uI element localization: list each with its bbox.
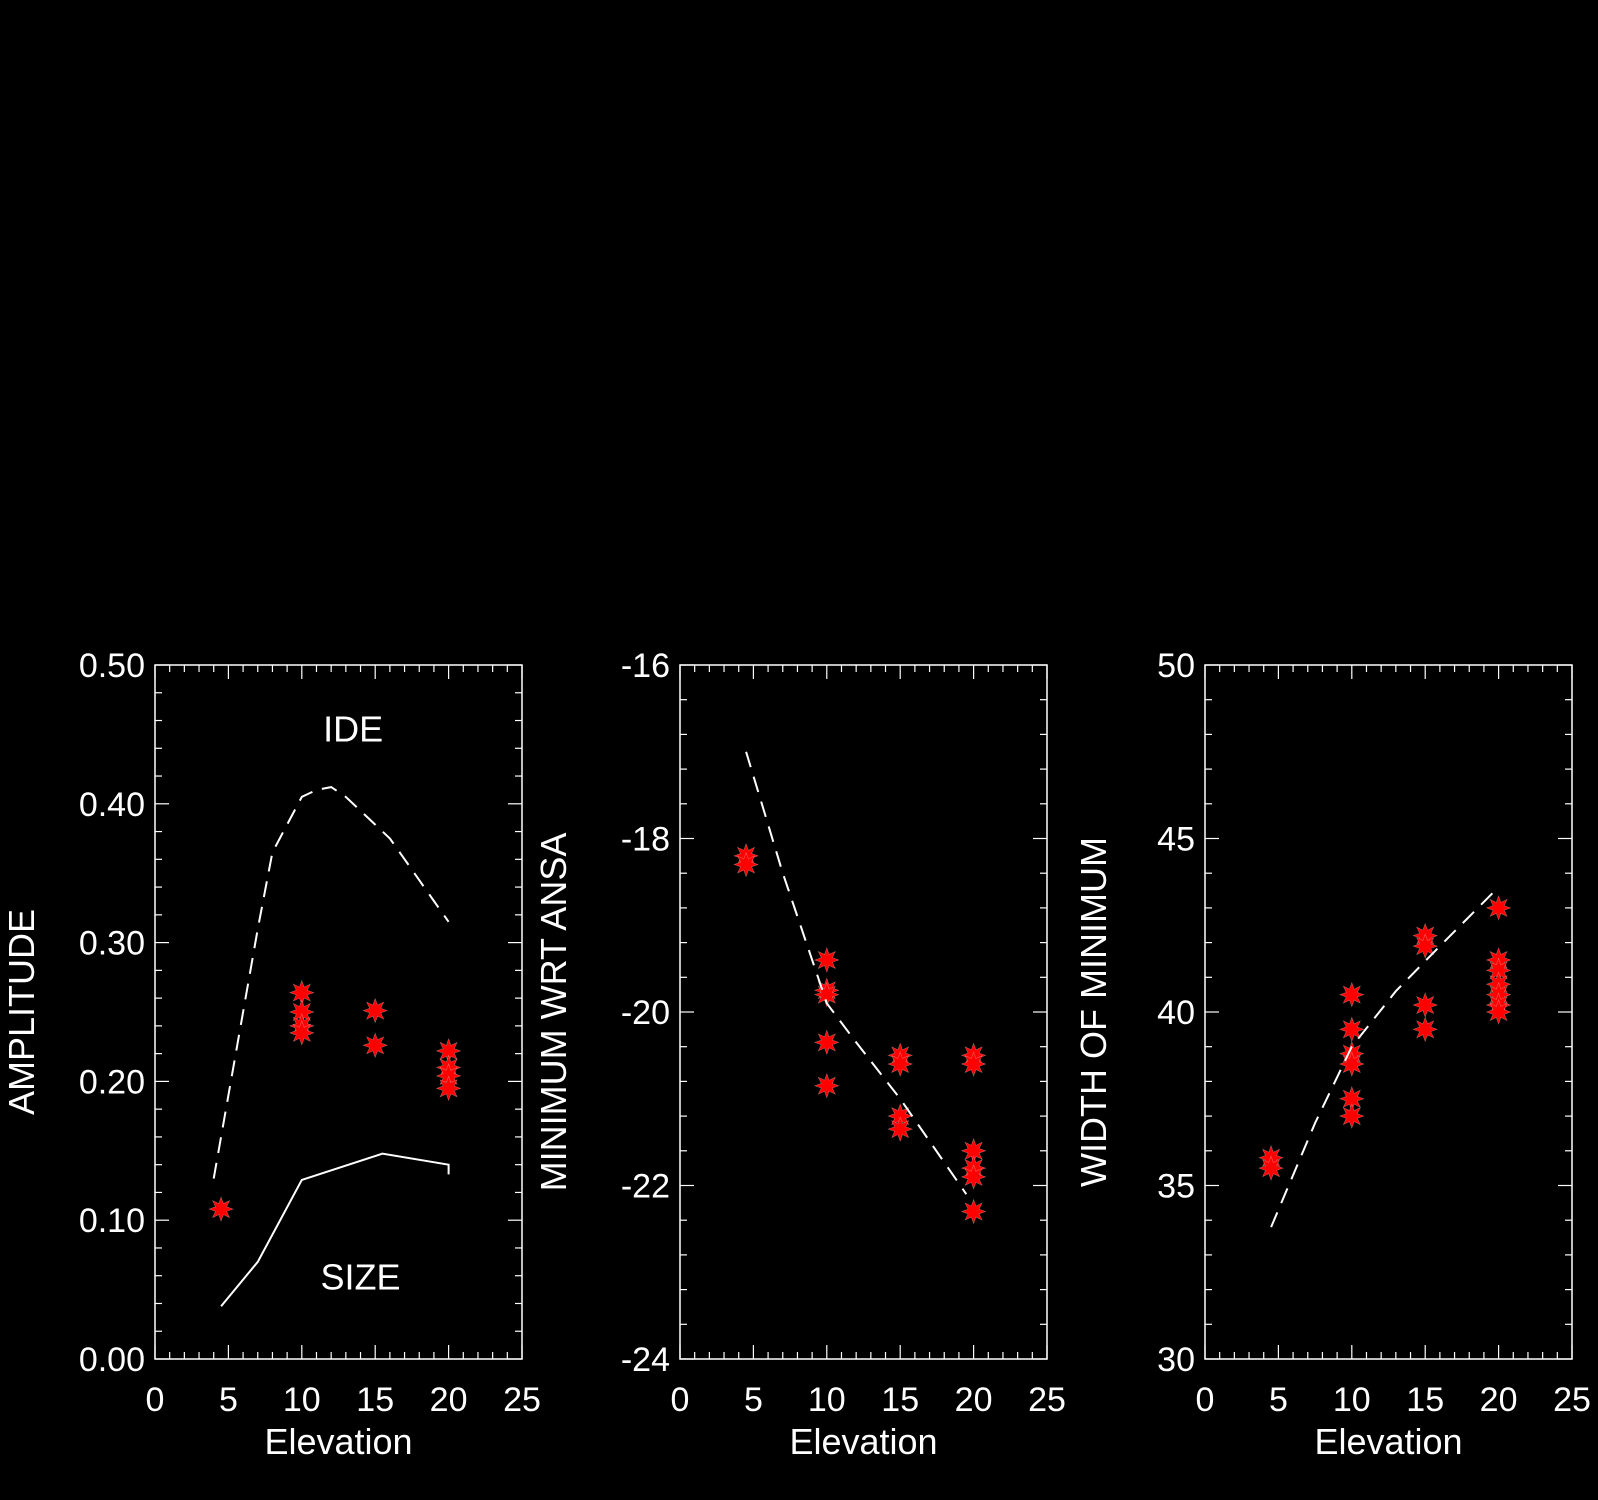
data-point	[733, 851, 759, 878]
data-point	[813, 947, 840, 973]
y-tick-label: 45	[1157, 821, 1195, 859]
y-tick-label: 0.50	[79, 647, 145, 685]
data-point	[1338, 1051, 1365, 1077]
y-tick-label: -18	[621, 821, 670, 859]
x-tick-label: 5	[1269, 1381, 1288, 1419]
x-tick-label: 20	[430, 1381, 468, 1419]
data-point	[960, 1198, 987, 1225]
data-point	[1338, 1103, 1365, 1129]
data-point	[960, 1163, 987, 1190]
y-tick-label: -16	[621, 647, 670, 685]
y-axis-label: MINIMUM WRT ANSA	[533, 833, 574, 1192]
data-point	[813, 1029, 840, 1056]
y-axis-label: AMPLITUDE	[1, 909, 42, 1115]
data-point	[208, 1196, 234, 1222]
x-tick-label: 0	[671, 1381, 690, 1419]
x-tick-label: 5	[219, 1381, 238, 1419]
y-tick-label: 50	[1157, 647, 1195, 685]
data-point	[362, 997, 389, 1024]
dashed-line	[745, 751, 968, 1195]
x-tick-label: 10	[283, 1381, 321, 1419]
y-tick-label: 0.10	[79, 1202, 145, 1240]
x-axis-label: Elevation	[264, 1421, 412, 1462]
annotation-label: SIZE	[321, 1257, 401, 1298]
y-tick-label: -24	[621, 1341, 670, 1379]
data-point	[1412, 1016, 1439, 1043]
data-point	[362, 1032, 389, 1059]
chart-panel-3: 0 5 10 15 20 25 30 35 40 45 50 Elevation WIDTH OF MI…	[1073, 647, 1591, 1462]
x-tick-label: 25	[1553, 1381, 1591, 1419]
dashed-line	[212, 786, 450, 1179]
x-axis-label: Elevation	[1314, 1421, 1462, 1462]
y-tick-label: 0.30	[79, 925, 145, 963]
data-point	[887, 1116, 914, 1143]
data-point	[887, 1051, 914, 1077]
data-point	[1485, 895, 1512, 921]
data-point	[1412, 933, 1439, 959]
y-tick-label: -20	[621, 994, 670, 1032]
y-axis-label: WIDTH OF MINIMUM	[1073, 837, 1114, 1187]
x-tick-label: 0	[1196, 1381, 1215, 1419]
x-tick-label: 15	[356, 1381, 394, 1419]
x-tick-label: 25	[503, 1381, 541, 1419]
data-point	[1485, 999, 1512, 1025]
x-tick-label: 25	[1028, 1381, 1066, 1419]
x-tick-label: 20	[955, 1381, 993, 1419]
data-point	[1412, 992, 1439, 1018]
y-tick-label: 0.00	[79, 1341, 145, 1379]
x-tick-label: 10	[1333, 1381, 1371, 1419]
data-point	[960, 1051, 987, 1077]
plot-frame	[154, 664, 523, 1360]
annotation-label: IDE	[323, 708, 383, 749]
chart-panel-1: 0 5 10 15 20 25 0.00 0.10 0.20 0.30 0.40 0.50 Elevat…	[1, 647, 541, 1462]
x-tick-label: 15	[1406, 1381, 1444, 1419]
data-point	[288, 1019, 315, 1046]
x-tick-label: 0	[146, 1381, 165, 1419]
data-point	[1338, 1016, 1365, 1043]
data-point	[1338, 981, 1365, 1008]
data-point	[813, 1072, 840, 1099]
y-tick-label: 0.40	[79, 786, 145, 824]
x-tick-label: 20	[1480, 1381, 1518, 1419]
x-tick-label: 15	[881, 1381, 919, 1419]
y-tick-label: -22	[621, 1168, 670, 1206]
data-point	[435, 1075, 462, 1102]
y-tick-label: 40	[1157, 994, 1195, 1032]
x-axis-label: Elevation	[789, 1421, 937, 1462]
chart-panel-2: 0 5 10 15 20 25 -24 -22 -20 -18 -16 Elevation MINIMU…	[533, 647, 1066, 1462]
y-tick-label: 35	[1157, 1168, 1195, 1206]
dashed-line	[1270, 886, 1500, 1228]
data-point	[1258, 1155, 1284, 1182]
y-tick-label: 30	[1157, 1341, 1195, 1379]
x-tick-label: 10	[808, 1381, 846, 1419]
solid-line	[220, 1152, 450, 1307]
x-tick-label: 5	[744, 1381, 763, 1419]
y-tick-label: 0.20	[79, 1063, 145, 1101]
